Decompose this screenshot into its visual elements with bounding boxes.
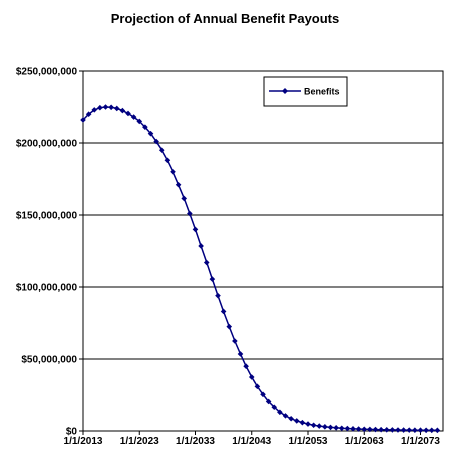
data-point: [412, 427, 418, 433]
legend-label-benefits: Benefits: [304, 87, 340, 97]
data-point: [277, 409, 283, 416]
data-point: [389, 427, 396, 433]
plot-area: [82, 70, 444, 432]
x-tick-label: 1/1/2063: [345, 436, 384, 447]
data-point: [310, 422, 317, 429]
data-point: [400, 427, 407, 433]
data-point: [226, 323, 233, 330]
series-line: [82, 106, 438, 432]
data-point: [282, 413, 289, 419]
x-tick-label: 1/1/2023: [120, 436, 159, 447]
y-tick-label: $0: [66, 427, 78, 438]
data-point: [333, 425, 339, 431]
data-point: [198, 243, 204, 249]
data-point: [293, 418, 300, 424]
data-point: [338, 425, 345, 432]
data-point: [164, 157, 171, 164]
x-axis-ticks: 1/1/2013 1/1/2023 1/1/2033 1/1/2043 1/1/2053…: [64, 431, 440, 447]
data-point: [237, 351, 244, 357]
y-tick-label: $250,000,000: [16, 67, 78, 78]
y-tick-label: $200,000,000: [16, 139, 78, 150]
data-point: [271, 404, 278, 411]
data-point: [102, 104, 109, 110]
gridlines: [83, 142, 443, 360]
data-point: [428, 427, 435, 434]
data-point: [187, 210, 193, 217]
y-tick-label: $150,000,000: [16, 211, 78, 222]
data-point: [423, 427, 429, 434]
data-point: [97, 104, 103, 111]
data-point: [395, 427, 401, 433]
data-point: [125, 110, 131, 117]
series-benefits: [80, 104, 441, 434]
data-point: [305, 421, 311, 427]
data-point: [243, 363, 249, 369]
data-point: [248, 374, 255, 380]
data-point: [288, 415, 294, 422]
x-tick-label: 1/1/2033: [176, 436, 215, 447]
data-point: [260, 391, 266, 398]
data-point: [170, 169, 176, 175]
data-point: [344, 425, 351, 432]
data-point: [91, 107, 98, 113]
data-point: [192, 226, 199, 233]
data-point: [327, 424, 334, 431]
data-point: [153, 138, 159, 145]
data-point: [361, 426, 368, 433]
x-tick-label: 1/1/2013: [64, 436, 103, 447]
x-tick-label: 1/1/2053: [289, 436, 328, 447]
data-point: [383, 427, 390, 433]
data-point: [299, 419, 306, 426]
data-point: [254, 383, 261, 390]
data-point: [367, 426, 373, 433]
x-tick-label: 1/1/2073: [401, 436, 440, 447]
y-tick-label: $100,000,000: [16, 283, 78, 294]
data-point: [130, 114, 137, 120]
x-tick-label: 1/1/2043: [232, 436, 271, 447]
data-point: [316, 423, 323, 429]
data-point: [322, 424, 328, 430]
legend: Benefits: [263, 76, 348, 107]
data-point: [181, 195, 188, 202]
data-point: [108, 104, 114, 111]
data-point: [417, 427, 424, 434]
data-point: [136, 118, 143, 125]
data-point: [215, 292, 221, 299]
chart-title: Projection of Annual Benefit Payouts: [111, 11, 339, 26]
data-point: [232, 338, 238, 344]
data-point: [372, 426, 379, 433]
y-axis-ticks: $0 $50,000,000 $100,000,000 $150,000,000 $20…: [16, 67, 83, 438]
data-point: [175, 181, 182, 188]
data-point: [85, 111, 92, 117]
data-point: [220, 308, 227, 315]
data-point: [406, 427, 413, 433]
data-point: [147, 130, 154, 137]
data-point: [203, 259, 210, 266]
data-point: [209, 276, 216, 282]
data-point: [119, 107, 126, 114]
data-point: [113, 105, 120, 112]
y-tick-label: $50,000,000: [21, 355, 77, 366]
data-point: [142, 124, 148, 130]
data-point: [350, 426, 356, 432]
data-point: [355, 426, 362, 432]
data-point: [80, 117, 86, 123]
data-point: [378, 426, 384, 433]
legend-marker: [282, 88, 288, 94]
data-point: [265, 398, 272, 405]
data-point: [158, 147, 165, 153]
data-point: [434, 427, 441, 434]
